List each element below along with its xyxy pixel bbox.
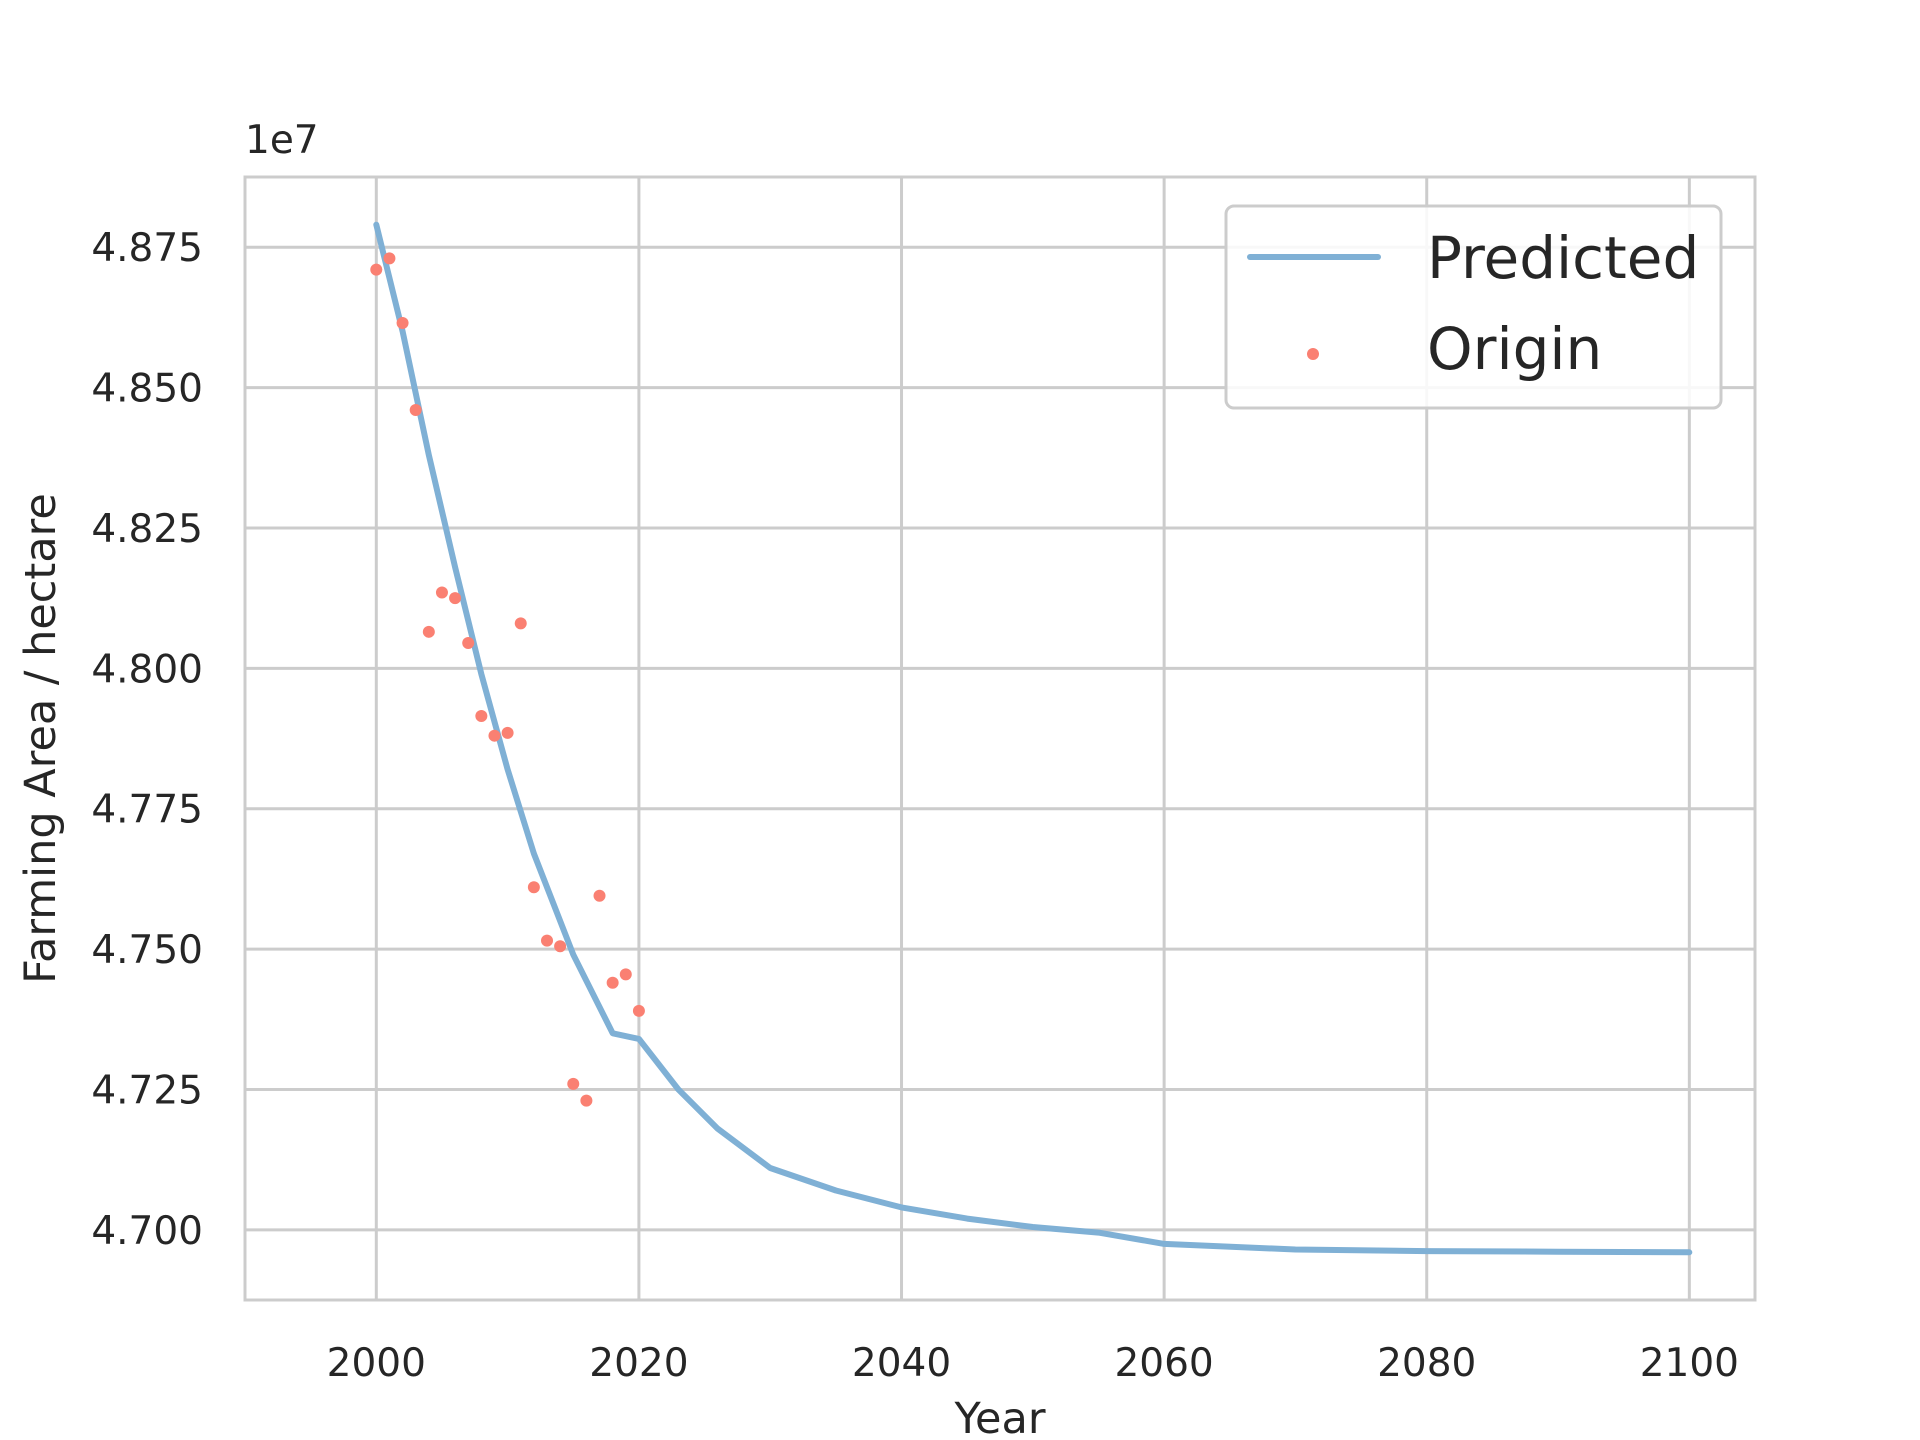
x-tick-label: 2020 [589, 1341, 688, 1386]
predicted-line [373, 221, 1693, 1256]
origin-point [396, 316, 409, 329]
origin-point [554, 940, 567, 953]
origin-point [632, 1004, 645, 1017]
y-tick-label: 4.825 [91, 507, 203, 552]
x-tick-label: 2060 [1114, 1341, 1213, 1386]
y-tick-label: 4.750 [91, 928, 203, 973]
origin-point [475, 710, 488, 723]
origin-point [527, 881, 540, 894]
origin-point [370, 263, 383, 276]
y-tick-label: 4.875 [91, 226, 203, 271]
x-axis-label: Year [953, 1394, 1045, 1440]
origin-point [422, 625, 435, 638]
origin-point [488, 729, 501, 742]
origin-point [514, 617, 527, 630]
origin-point [409, 404, 422, 417]
origin-point [567, 1077, 580, 1090]
y-tick-label: 4.775 [91, 788, 203, 833]
y-tick-label: 4.850 [91, 367, 203, 412]
origin-point [593, 889, 606, 902]
origin-point [619, 968, 632, 981]
origin-point [449, 592, 462, 605]
legend-predicted-label: Predicted [1427, 224, 1699, 292]
x-tick-label: 2080 [1377, 1341, 1476, 1386]
y-tick-label: 4.800 [91, 647, 203, 692]
origin-point [501, 726, 514, 739]
x-tick-label: 2040 [852, 1341, 951, 1386]
y-axis-label: Farming Area / hectare [16, 493, 66, 984]
plot-frame [243, 175, 1757, 1302]
origin-point [580, 1094, 593, 1107]
x-ticks: 2000 2020 2040 2060 2080 2100 [327, 1341, 1739, 1386]
origin-point [606, 976, 619, 989]
legend-origin-label: Origin [1427, 315, 1602, 383]
y-tick-label: 4.700 [91, 1209, 203, 1254]
series-layer [370, 221, 1693, 1256]
origin-point [462, 637, 475, 650]
origin-point [435, 586, 448, 599]
y-tick-label: 4.725 [91, 1068, 203, 1113]
y-offset-label: 1e7 [245, 118, 319, 163]
y-ticks: 4.700 4.725 4.750 4.775 4.800 4.825 4.850 4.875 [91, 226, 203, 1254]
legend-origin-swatch [1307, 348, 1319, 360]
origin-point [541, 934, 553, 947]
legend: Predicted Origin [1224, 204, 1723, 410]
origin-point [383, 252, 396, 265]
x-tick-label: 2000 [327, 1341, 426, 1386]
x-tick-label: 2100 [1640, 1341, 1739, 1386]
